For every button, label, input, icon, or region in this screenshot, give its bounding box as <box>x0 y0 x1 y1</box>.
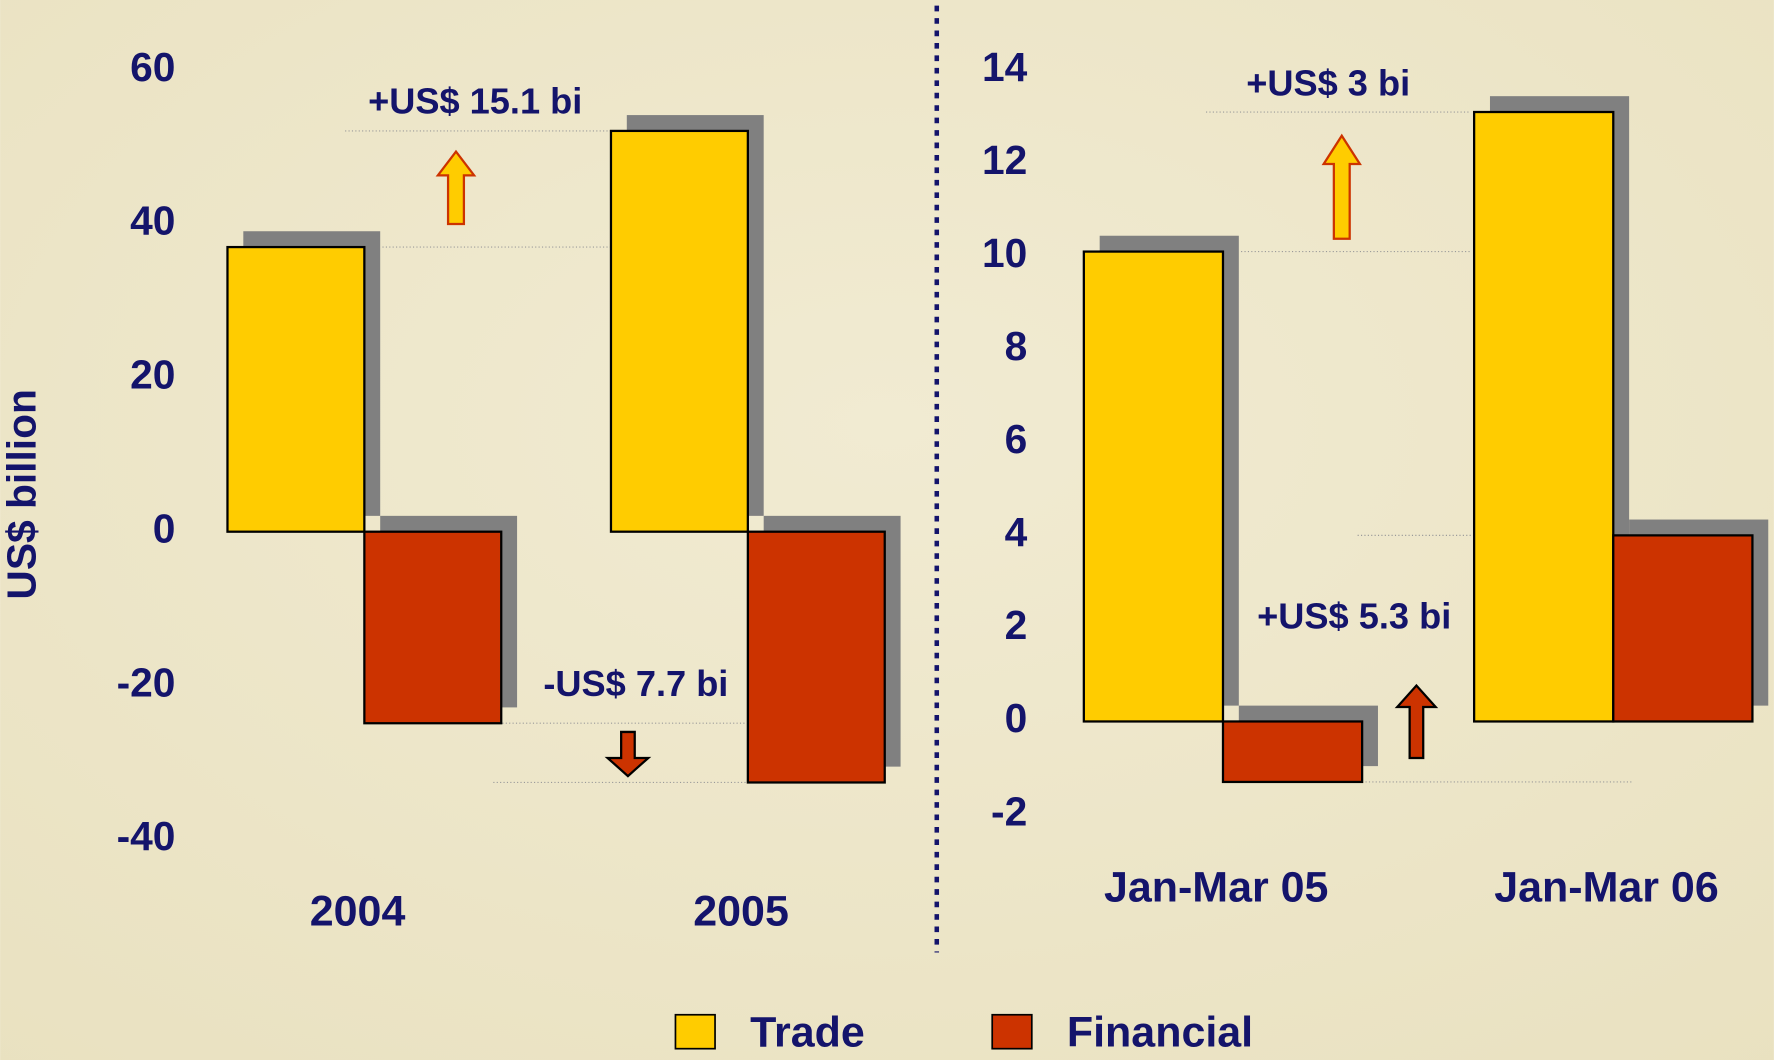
y-tick-label: 60 <box>130 44 175 90</box>
legend-label: Trade <box>750 1008 865 1056</box>
arrow-up <box>1321 133 1362 240</box>
arrow-down <box>604 730 652 778</box>
x-tick-label: Jan-Mar 06 <box>1494 864 1718 912</box>
y-tick-label: 8 <box>1005 323 1028 369</box>
legend-swatch <box>674 1013 716 1050</box>
annotation: +US$ 15.1 bi <box>368 81 582 122</box>
annotation: +US$ 5.3 bi <box>1257 595 1451 636</box>
x-tick-label: 2004 <box>310 887 406 935</box>
annotation: -US$ 7.7 bi <box>543 663 728 704</box>
y-tick-label: 10 <box>982 230 1027 276</box>
y-tick-label: 0 <box>153 505 176 551</box>
bar <box>226 245 366 533</box>
bar <box>363 530 503 725</box>
y-tick-label: 20 <box>130 352 175 398</box>
y-tick-label: 14 <box>982 44 1028 90</box>
x-tick-label: 2005 <box>693 887 789 935</box>
x-tick-label: Jan-Mar 05 <box>1104 864 1329 912</box>
annotation: +US$ 3 bi <box>1246 63 1410 104</box>
legend-label: Financial <box>1067 1008 1253 1056</box>
bar <box>1472 110 1615 723</box>
y-tick-label: -20 <box>117 659 176 705</box>
bar <box>1612 534 1754 723</box>
y-tick-label: 6 <box>1005 416 1028 462</box>
y-tick-label: 2 <box>1005 602 1028 648</box>
y-tick-label: 40 <box>130 198 175 244</box>
y-tick-label: 4 <box>1005 509 1028 555</box>
y-tick-label: 12 <box>982 137 1027 183</box>
bar <box>1221 720 1364 784</box>
bar <box>746 530 886 784</box>
y-axis-label: US$ billion <box>0 389 45 599</box>
arrow-up <box>435 149 477 226</box>
bar <box>1082 250 1225 723</box>
y-tick-label: 0 <box>1005 695 1028 741</box>
arrow-up <box>1394 683 1439 760</box>
y-tick-label: -40 <box>117 813 176 859</box>
legend-swatch <box>991 1013 1033 1050</box>
y-tick-label: -2 <box>991 788 1027 834</box>
bar <box>609 129 749 533</box>
